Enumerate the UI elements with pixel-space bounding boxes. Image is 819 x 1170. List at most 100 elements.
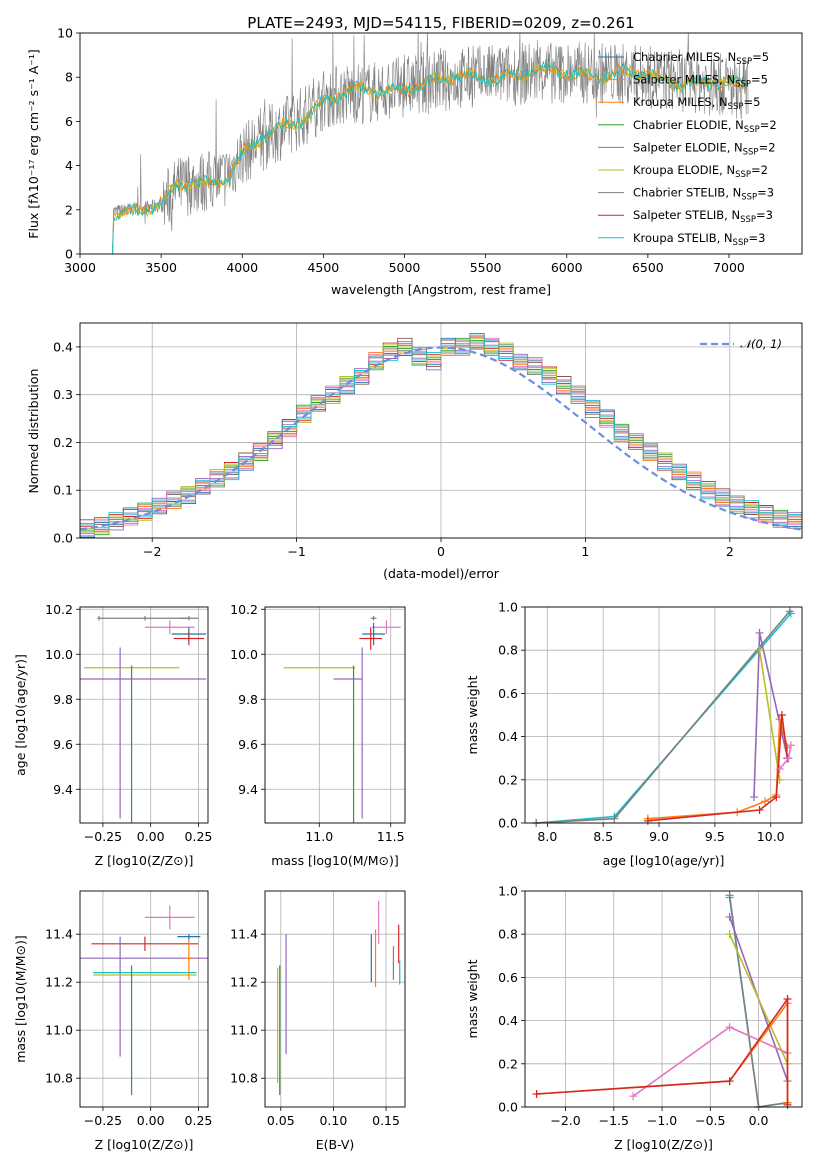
x-tick-label: −2.0	[550, 1113, 580, 1128]
legend-label: 𝒩(0, 1)	[740, 337, 782, 351]
weight-marker	[775, 765, 784, 773]
y-tick-label: 10.8	[230, 1071, 258, 1086]
legend-label: Chabrier STELIB, NSSP=3	[633, 186, 774, 203]
y-tick-label: 0.2	[498, 1056, 518, 1071]
y-tick-label: 0.0	[498, 816, 518, 831]
legend-label: Salpeter ELODIE, NSSP=2	[633, 140, 776, 157]
y-axis-label: mass weight	[465, 959, 480, 1038]
histogram-step	[80, 334, 802, 530]
axes-frame	[79, 32, 803, 255]
x-tick-label: 4000	[226, 260, 258, 275]
x-tick-label: 5000	[389, 260, 421, 275]
y-tick-label: 1.0	[498, 600, 518, 615]
weight-marker	[725, 891, 734, 900]
y-tick-label: 9.4	[238, 782, 258, 797]
legend-label: Kroupa ELODIE, NSSP=2	[633, 163, 768, 180]
y-tick-label: 0.2	[498, 772, 518, 787]
axes-frame	[79, 890, 209, 1108]
y-tick-label: 9.6	[238, 737, 258, 752]
panel-3: 11.0 11.5 9.4 9.6 9.8 10.0 10.2 mass [log10(M/M…	[230, 602, 406, 868]
legend: Chabrier MILES, NSSP=5 Salpeter MILES, NS…	[598, 50, 777, 248]
weight-marker	[777, 711, 786, 719]
x-tick-label: −1.0	[647, 1113, 677, 1128]
y-axis-label: age [log10(age/yr)]	[13, 654, 28, 776]
y-tick-label: 0	[65, 247, 73, 262]
x-tick-label: 1	[581, 544, 589, 559]
weight-marker	[725, 1077, 734, 1086]
y-tick-label: 10	[57, 26, 73, 41]
y-tick-label: 0.0	[53, 531, 73, 546]
weight-marker	[629, 1092, 638, 1101]
y-tick-label: 11.0	[230, 1023, 258, 1038]
y-tick-label: 2	[65, 202, 73, 217]
x-tick-label: −2	[143, 544, 161, 559]
legend-label: Kroupa MILES, NSSP=5	[633, 95, 760, 112]
y-tick-label: 0.0	[498, 1100, 518, 1115]
legend-label: Chabrier MILES, NSSP=5	[633, 50, 769, 67]
legend-label: Chabrier ELODIE, NSSP=2	[633, 118, 777, 135]
y-tick-label: 9.6	[53, 737, 73, 752]
x-tick-label: 0.10	[319, 1113, 347, 1128]
y-tick-label: 10.2	[45, 602, 73, 617]
x-tick-label: 10.0	[757, 829, 785, 844]
x-tick-label: 0.00	[137, 829, 165, 844]
weight-marker	[772, 793, 781, 802]
x-tick-label: 11.0	[305, 829, 333, 844]
weight-marker	[761, 797, 770, 806]
y-axis-label: mass weight	[465, 675, 480, 754]
y-tick-label: 0.6	[498, 686, 518, 701]
y-tick-label: 11.4	[230, 927, 258, 942]
y-tick-label: 0.3	[53, 387, 73, 402]
y-tick-label: 4	[65, 158, 73, 173]
weight-marker	[783, 1100, 792, 1109]
y-tick-label: 11.4	[45, 927, 73, 942]
y-tick-label: 8	[65, 70, 73, 85]
model-spectrum-line	[111, 60, 746, 254]
panel-7: −2.0 −1.5 −1.0 −0.5 0.0 0.0 0.2 0.4 0.6 0.8 1.0 Z […	[465, 884, 803, 1152]
x-axis-label: E(B-V)	[316, 1137, 355, 1152]
x-tick-label: 6500	[632, 260, 664, 275]
x-tick-label: −0.25	[84, 1113, 122, 1128]
y-tick-label: 10.2	[230, 602, 258, 617]
x-tick-label: 0	[437, 544, 445, 559]
x-axis-label: wavelength [Angstrom, rest frame]	[331, 282, 551, 297]
axes-frame	[264, 890, 406, 1108]
weight-marker	[755, 646, 764, 655]
observed-spectrum-line	[112, 33, 749, 254]
y-tick-label: 9.8	[53, 692, 73, 707]
panel-2: −0.25 0.00 0.25 9.4 9.6 9.8 10.0 10.2 Z [log10(Z…	[13, 602, 212, 868]
x-tick-label: 0.0	[749, 1113, 769, 1128]
weight-marker	[755, 806, 764, 815]
axes-frame	[524, 890, 803, 1108]
weight-marker	[643, 816, 652, 825]
y-tick-label: 0.4	[498, 729, 518, 744]
x-tick-label: 3000	[64, 260, 96, 275]
y-tick-label: 0.4	[498, 1013, 518, 1028]
x-axis-label: mass [log10(M/M⊙)]	[271, 853, 399, 868]
x-axis-label: Z [log10(Z/Z⊙)]	[614, 1137, 713, 1152]
weight-line	[536, 610, 791, 824]
y-tick-label: 10.0	[230, 647, 258, 662]
x-tick-label: 11.5	[377, 829, 405, 844]
y-tick-label: 10.8	[45, 1071, 73, 1086]
panel-4: 8.0 8.5 9.0 9.5 10.0 0.0 0.2 0.4 0.6 0.8 1.0 age [l…	[465, 600, 803, 868]
x-tick-label: 0.25	[185, 829, 213, 844]
x-tick-label: −1.5	[599, 1113, 629, 1128]
legend-label: Salpeter MILES, NSSP=5	[633, 73, 768, 90]
x-tick-label: −1	[287, 544, 305, 559]
x-tick-label: 9.5	[705, 829, 725, 844]
x-tick-label: 2	[726, 544, 734, 559]
legend-label: Kroupa STELIB, NSSP=3	[633, 231, 765, 248]
weight-marker	[725, 1023, 734, 1032]
legend-label: Salpeter STELIB, NSSP=3	[633, 208, 773, 225]
y-tick-label: 11.0	[45, 1023, 73, 1038]
x-tick-label: 5500	[470, 260, 502, 275]
weight-line	[536, 996, 789, 1105]
panel-5: −0.25 0.00 0.25 10.8 11.0 11.2 11.4 Z [log10(Z/…	[13, 890, 212, 1152]
x-tick-label: −0.25	[84, 829, 122, 844]
weight-line	[647, 714, 789, 822]
x-tick-label: −0.5	[695, 1113, 725, 1128]
weight-marker	[784, 754, 793, 763]
weight-marker	[786, 741, 795, 750]
